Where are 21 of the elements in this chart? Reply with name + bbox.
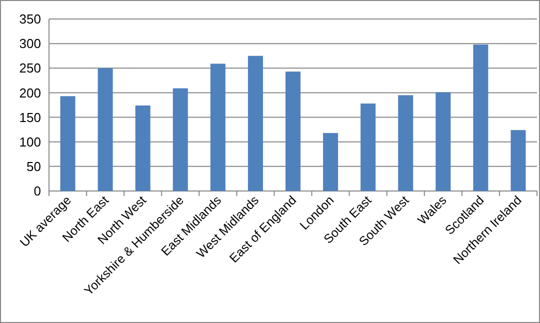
y-tick-label: 0 bbox=[34, 184, 41, 199]
bar bbox=[285, 72, 301, 191]
bar bbox=[323, 133, 338, 191]
y-tick-label: 150 bbox=[19, 110, 41, 125]
y-tick-label: 200 bbox=[19, 85, 41, 100]
bar bbox=[510, 130, 526, 191]
bar bbox=[398, 95, 414, 191]
y-tick-label: 100 bbox=[19, 134, 41, 150]
bar bbox=[98, 68, 113, 191]
bar bbox=[172, 88, 188, 191]
bar bbox=[210, 64, 226, 191]
bar bbox=[60, 96, 76, 191]
y-tick-label: 350 bbox=[19, 12, 41, 27]
bar bbox=[436, 92, 451, 191]
bar bbox=[473, 44, 488, 191]
y-tick-label: 250 bbox=[19, 60, 41, 76]
bar bbox=[135, 105, 150, 191]
y-tick-label: 50 bbox=[26, 158, 41, 174]
bar bbox=[248, 56, 263, 191]
y-tick-label: 300 bbox=[19, 36, 41, 52]
bar bbox=[360, 104, 376, 191]
